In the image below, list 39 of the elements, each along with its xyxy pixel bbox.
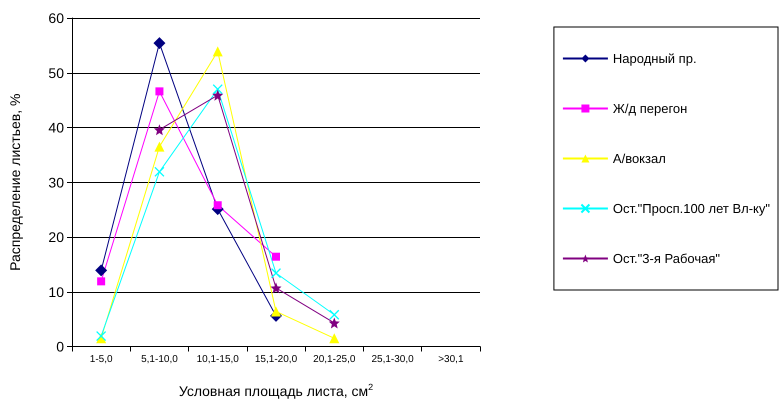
x-tick-label: >30,1 [438, 354, 464, 365]
y-tick-label: 40 [48, 120, 64, 136]
point [95, 264, 108, 276]
point [272, 252, 280, 261]
x-tick-label: 10,1-15,0 [196, 354, 240, 365]
y-tick-label: 0 [56, 338, 64, 354]
legend-label: А/вокзал [612, 151, 666, 166]
y-tick-label: 50 [48, 64, 64, 81]
x-tick-label: 15,1-20,0 [254, 354, 298, 365]
y-tick-label: 20 [48, 229, 64, 245]
point [96, 330, 106, 342]
point [329, 310, 340, 320]
x-tick-label: 5,1-10,0 [141, 354, 178, 365]
legend-label: Ж/д перегон [612, 101, 688, 116]
point [155, 87, 164, 96]
point [270, 268, 282, 278]
point [154, 142, 164, 152]
point [214, 201, 222, 210]
point [212, 90, 224, 101]
point [328, 317, 340, 328]
legend-label: Народный пр. [612, 51, 697, 66]
point [270, 282, 282, 294]
point [212, 46, 223, 56]
point [271, 306, 281, 316]
y-tick-label: 60 [48, 10, 64, 26]
point [154, 124, 165, 136]
point [329, 333, 340, 344]
point [212, 84, 223, 94]
x-tick-label: 20,1-25,0 [313, 354, 356, 365]
legend-label: Ост."3-я Рабочая" [612, 251, 720, 266]
point [153, 37, 166, 50]
legend-label: Ост."Просп.100 лет Вл-ку" [612, 201, 770, 216]
x-tick-label: 25,1-30,0 [371, 354, 414, 365]
point [97, 277, 106, 286]
y-tick-label: 10 [48, 284, 64, 300]
point [154, 166, 165, 177]
x-tick-label: 1-5,0 [90, 354, 113, 365]
y-tick-label: 30 [48, 174, 64, 190]
y-axis-title: Распределение листьев, % [7, 94, 23, 271]
